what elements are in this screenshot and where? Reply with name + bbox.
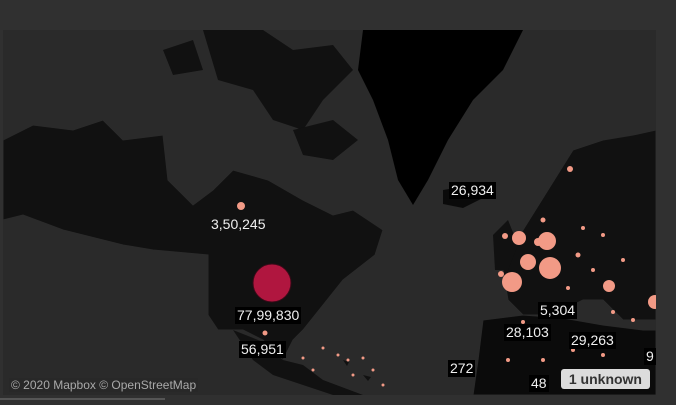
bubble-uk — [512, 231, 526, 245]
bubble-ireland — [502, 233, 508, 239]
label-usa: 77,99,830 — [235, 307, 302, 324]
caribbean-islands — [343, 360, 371, 381]
uk-landmass — [493, 220, 518, 270]
right-strip — [656, 30, 676, 395]
map-view[interactable]: 3,50,245 77,99,830 56,951 26,934 5,304 2… — [3, 30, 656, 395]
bubble-morocco — [540, 217, 546, 223]
north-america-landmass — [3, 119, 384, 361]
bubble-sweden — [567, 166, 573, 172]
bottom-strip — [0, 395, 676, 405]
top-strip — [0, 0, 676, 30]
label-algeria: 28,103 — [504, 324, 551, 341]
map-attribution[interactable]: © 2020 Mapbox © OpenStreetMap — [9, 378, 199, 392]
greenland-landmass — [358, 30, 523, 205]
label-morocco: 5,304 — [538, 302, 578, 319]
label-libya: 29,263 — [569, 332, 616, 349]
bubble-spain — [502, 272, 522, 292]
unknown-locations-badge[interactable]: 1 unknown — [560, 369, 650, 389]
bubble-canada — [237, 202, 245, 210]
bubble-portugal — [498, 271, 504, 277]
bubble-mexico — [262, 330, 268, 336]
bubble-france — [520, 254, 536, 270]
label-canada: 3,50,245 — [211, 216, 266, 232]
label-sahara: 48 — [529, 375, 549, 392]
bubble-belgium — [534, 238, 542, 246]
bubble-italy — [539, 257, 561, 279]
bubble-layer — [237, 166, 656, 387]
arctic-islands — [203, 30, 353, 130]
bubble-usa — [252, 263, 292, 303]
bottom-divider — [0, 398, 165, 400]
bubble-iran — [648, 295, 656, 309]
label-egypt-partial: 9 — [644, 348, 656, 365]
label-west-africa: 272 — [448, 360, 476, 377]
label-mexico: 56,951 — [239, 341, 286, 358]
bubble-germany — [538, 232, 556, 250]
label-iceland: 26,934 — [449, 182, 496, 199]
bubble-turkey — [603, 280, 615, 292]
